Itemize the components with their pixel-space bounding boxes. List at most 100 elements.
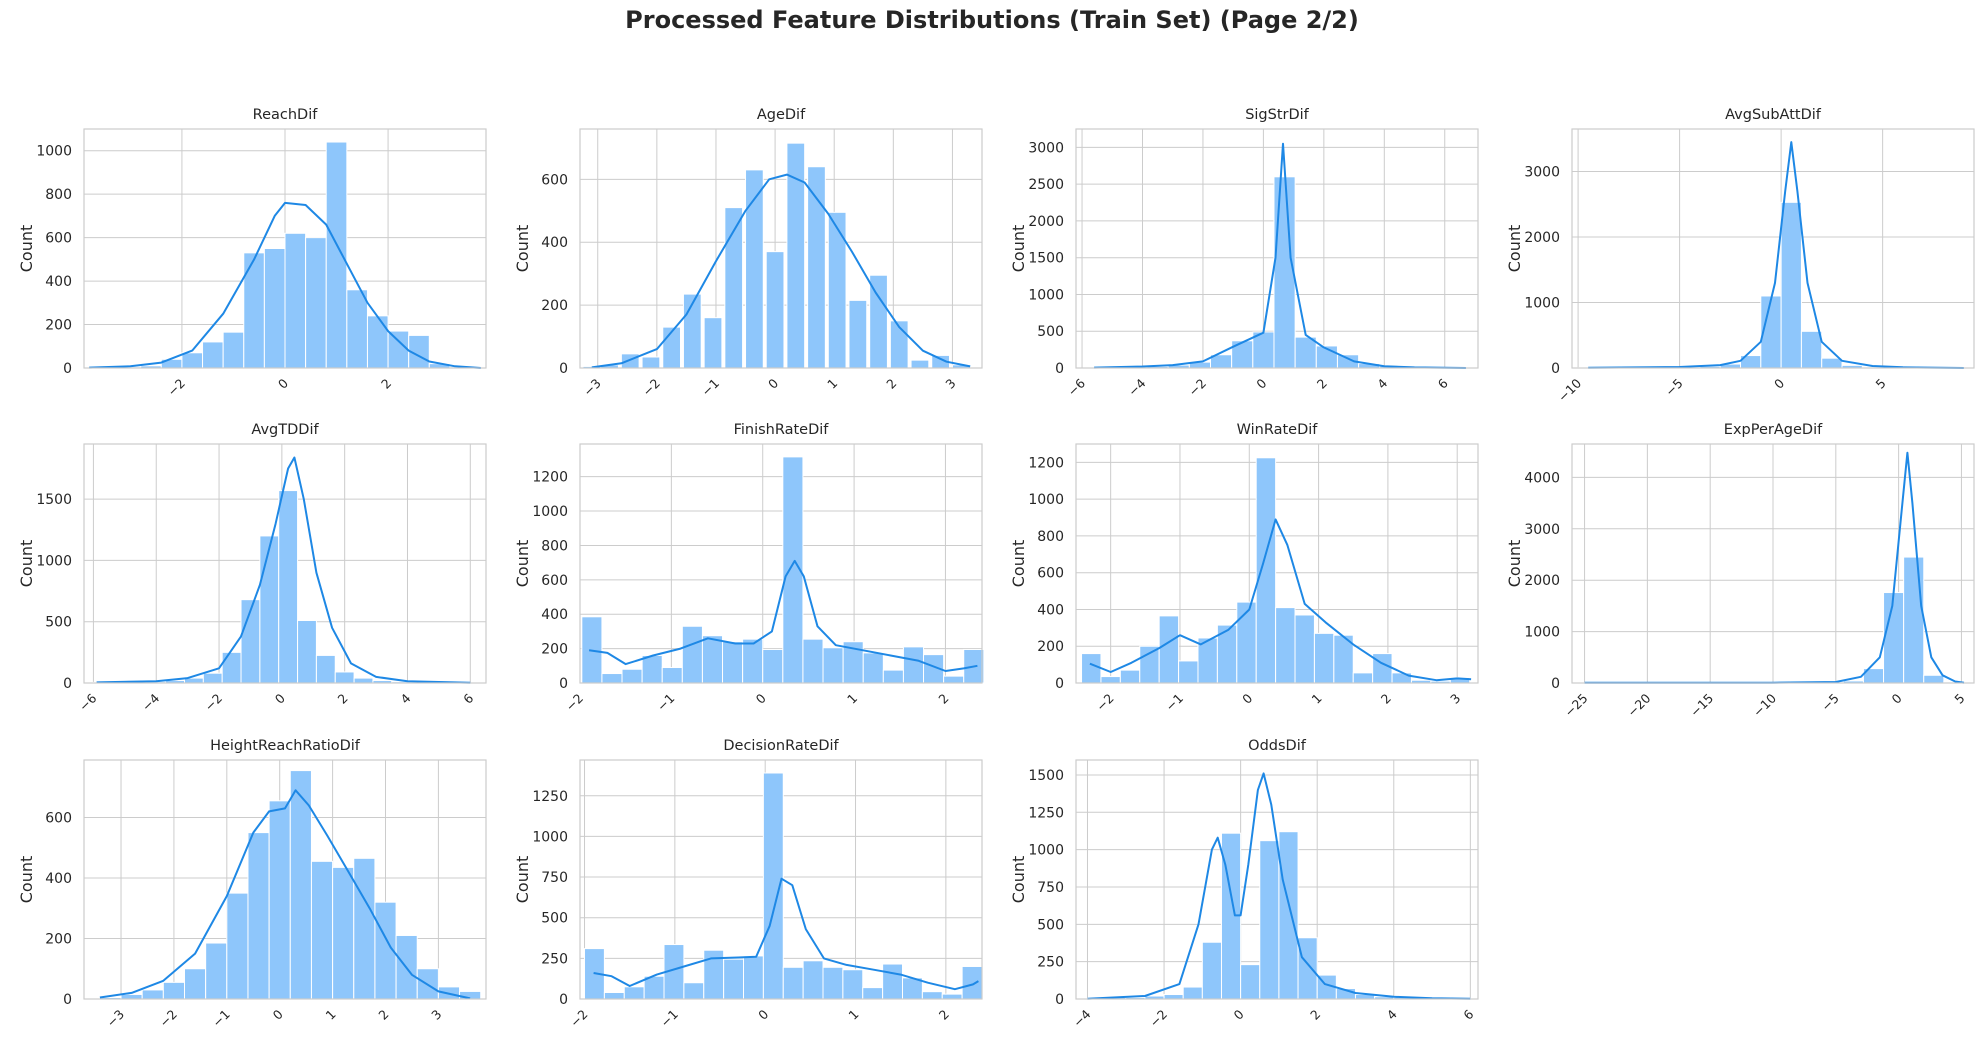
y-tick-label: 800: [541, 538, 568, 554]
histogram-bar: [221, 651, 242, 684]
y-axis-label: Count: [1505, 540, 1524, 588]
x-tick-label: −5: [1818, 691, 1842, 715]
y-tick-label: 1000: [1524, 296, 1560, 312]
histogram-bar: [641, 654, 663, 684]
x-tick-label: −2: [1093, 691, 1117, 715]
subplot-title: OddsDif: [1248, 738, 1307, 754]
y-tick-label: 200: [45, 318, 72, 334]
histogram-bar: [1259, 840, 1280, 1000]
histogram-bar: [332, 866, 355, 1000]
x-tick-label: 0: [270, 1006, 286, 1022]
x-tick-label: 4: [1384, 1006, 1400, 1022]
y-axis-label: Count: [17, 225, 36, 273]
subplot-title: ReachDif: [253, 107, 319, 123]
histogram-bar: [310, 860, 334, 1000]
kde-line: [99, 789, 471, 1000]
y-tick-label: 1200: [532, 470, 568, 486]
histogram-bar: [247, 832, 270, 1000]
y-tick-label: 400: [45, 871, 72, 887]
x-tick-label: 3: [428, 1007, 444, 1023]
axes-frame: [579, 759, 983, 1000]
histogram-bar: [297, 619, 317, 684]
subplot-title: SigStrDif: [1245, 107, 1309, 123]
subplot-SigStrDif: SigStrDif Count 0 500 1000 1500 2000 2500 3000 −6…: [1009, 107, 1479, 399]
subplot-ReachDif: ReachDif Count 0 200 400 600 800 1000 −2 0 2: [17, 107, 487, 399]
x-tick-label: −2: [1147, 1007, 1171, 1031]
histogram-bar: [827, 211, 847, 369]
histogram-bar: [120, 993, 143, 1000]
histogram-bar: [822, 647, 844, 684]
y-tick-label: 400: [1037, 602, 1064, 618]
axes-frame: [579, 443, 983, 684]
x-tick-label: 6: [460, 690, 476, 706]
kde-line: [1087, 772, 1471, 1000]
y-tick-label: 0: [63, 676, 72, 692]
histogram-bar: [1313, 632, 1335, 684]
histogram-bar: [1278, 831, 1299, 1000]
y-tick-label: 1250: [1028, 805, 1064, 821]
x-tick-label: 4: [1374, 375, 1390, 391]
histogram-bar: [1201, 941, 1222, 1000]
histogram-bar: [1255, 457, 1277, 684]
histogram-bar: [882, 669, 904, 684]
subplot-AvgTDDif: AvgTDDif Count 0 500 1000 1500 −6 −4 −2 0 2 4 6: [17, 422, 487, 714]
x-tick-label: −4: [1070, 1006, 1094, 1030]
x-tick-label: 0: [1239, 690, 1255, 706]
y-tick-label: 500: [541, 911, 568, 927]
axes-frame: [83, 128, 487, 369]
y-tick-label: 0: [1055, 992, 1064, 1008]
kde-line: [1584, 451, 1965, 684]
y-tick-label: 200: [1037, 639, 1064, 655]
y-tick-label: 800: [1037, 529, 1064, 545]
y-tick-label: 1000: [36, 553, 72, 569]
y-tick-label: 1500: [1028, 251, 1064, 267]
histogram-bar: [848, 299, 868, 369]
histogram-bar: [822, 966, 844, 1000]
y-tick-label: 1000: [532, 504, 568, 520]
histogram-bar: [1252, 331, 1275, 369]
subplot-ExpPerAgeDif: ExpPerAgeDif Count 0 1000 2000 3000 4000 −25 −20…: [1505, 422, 1975, 720]
subplot-title: AvgTDDif: [251, 422, 319, 438]
histogram-bar: [346, 289, 368, 369]
histogram-bar: [1119, 669, 1141, 684]
x-tick-label: 4: [397, 690, 413, 706]
histogram-bar: [162, 981, 185, 1000]
y-tick-label: 250: [541, 951, 568, 967]
x-tick-label: 1: [824, 376, 840, 392]
x-tick-label: −6: [1065, 375, 1089, 399]
y-axis-label: Count: [1009, 540, 1028, 588]
histogram-bar: [603, 991, 625, 1000]
y-tick-label: 1000: [1028, 843, 1064, 859]
y-axis-label: Count: [1009, 225, 1028, 273]
x-tick-label: 6: [1460, 1006, 1476, 1022]
histogram-bar: [205, 942, 228, 1000]
y-tick-label: 3000: [1524, 165, 1560, 181]
histogram-bar: [1275, 607, 1296, 684]
y-tick-label: 0: [1055, 361, 1064, 377]
subplot-HeightReachRatioDif: HeightReachRatioDif Count 0 200 400 600 −3 −2 −1…: [17, 738, 487, 1031]
axes-frame: [83, 443, 487, 684]
y-tick-label: 0: [1551, 676, 1560, 692]
histogram-bar: [1236, 601, 1257, 684]
histogram-bar: [353, 677, 374, 684]
axes-frame: [83, 759, 487, 1000]
y-tick-label: 500: [1037, 324, 1064, 340]
x-tick-label: 2: [1378, 691, 1394, 707]
histogram-bar: [902, 646, 925, 684]
x-tick-label: 2: [883, 376, 899, 392]
y-tick-label: 1000: [1524, 625, 1560, 641]
histogram-bar: [862, 652, 884, 684]
x-tick-label: −3: [104, 1007, 128, 1031]
x-tick-label: 3: [942, 376, 958, 392]
y-tick-label: 3000: [1028, 140, 1064, 156]
subplot-WinRateDif: WinRateDif Count 0 200 400 600 800 1000 1200 −2 −1…: [1009, 422, 1479, 715]
y-tick-label: 0: [559, 676, 568, 692]
histogram-bar: [1294, 614, 1315, 684]
x-tick-label: 1: [845, 1007, 861, 1023]
histogram-bar: [1297, 937, 1318, 1000]
y-tick-label: 600: [1037, 566, 1064, 582]
histogram-bar: [315, 654, 336, 684]
y-axis-label: Count: [1505, 225, 1524, 273]
histogram-bar: [305, 237, 327, 369]
x-tick-label: −1: [654, 691, 678, 715]
